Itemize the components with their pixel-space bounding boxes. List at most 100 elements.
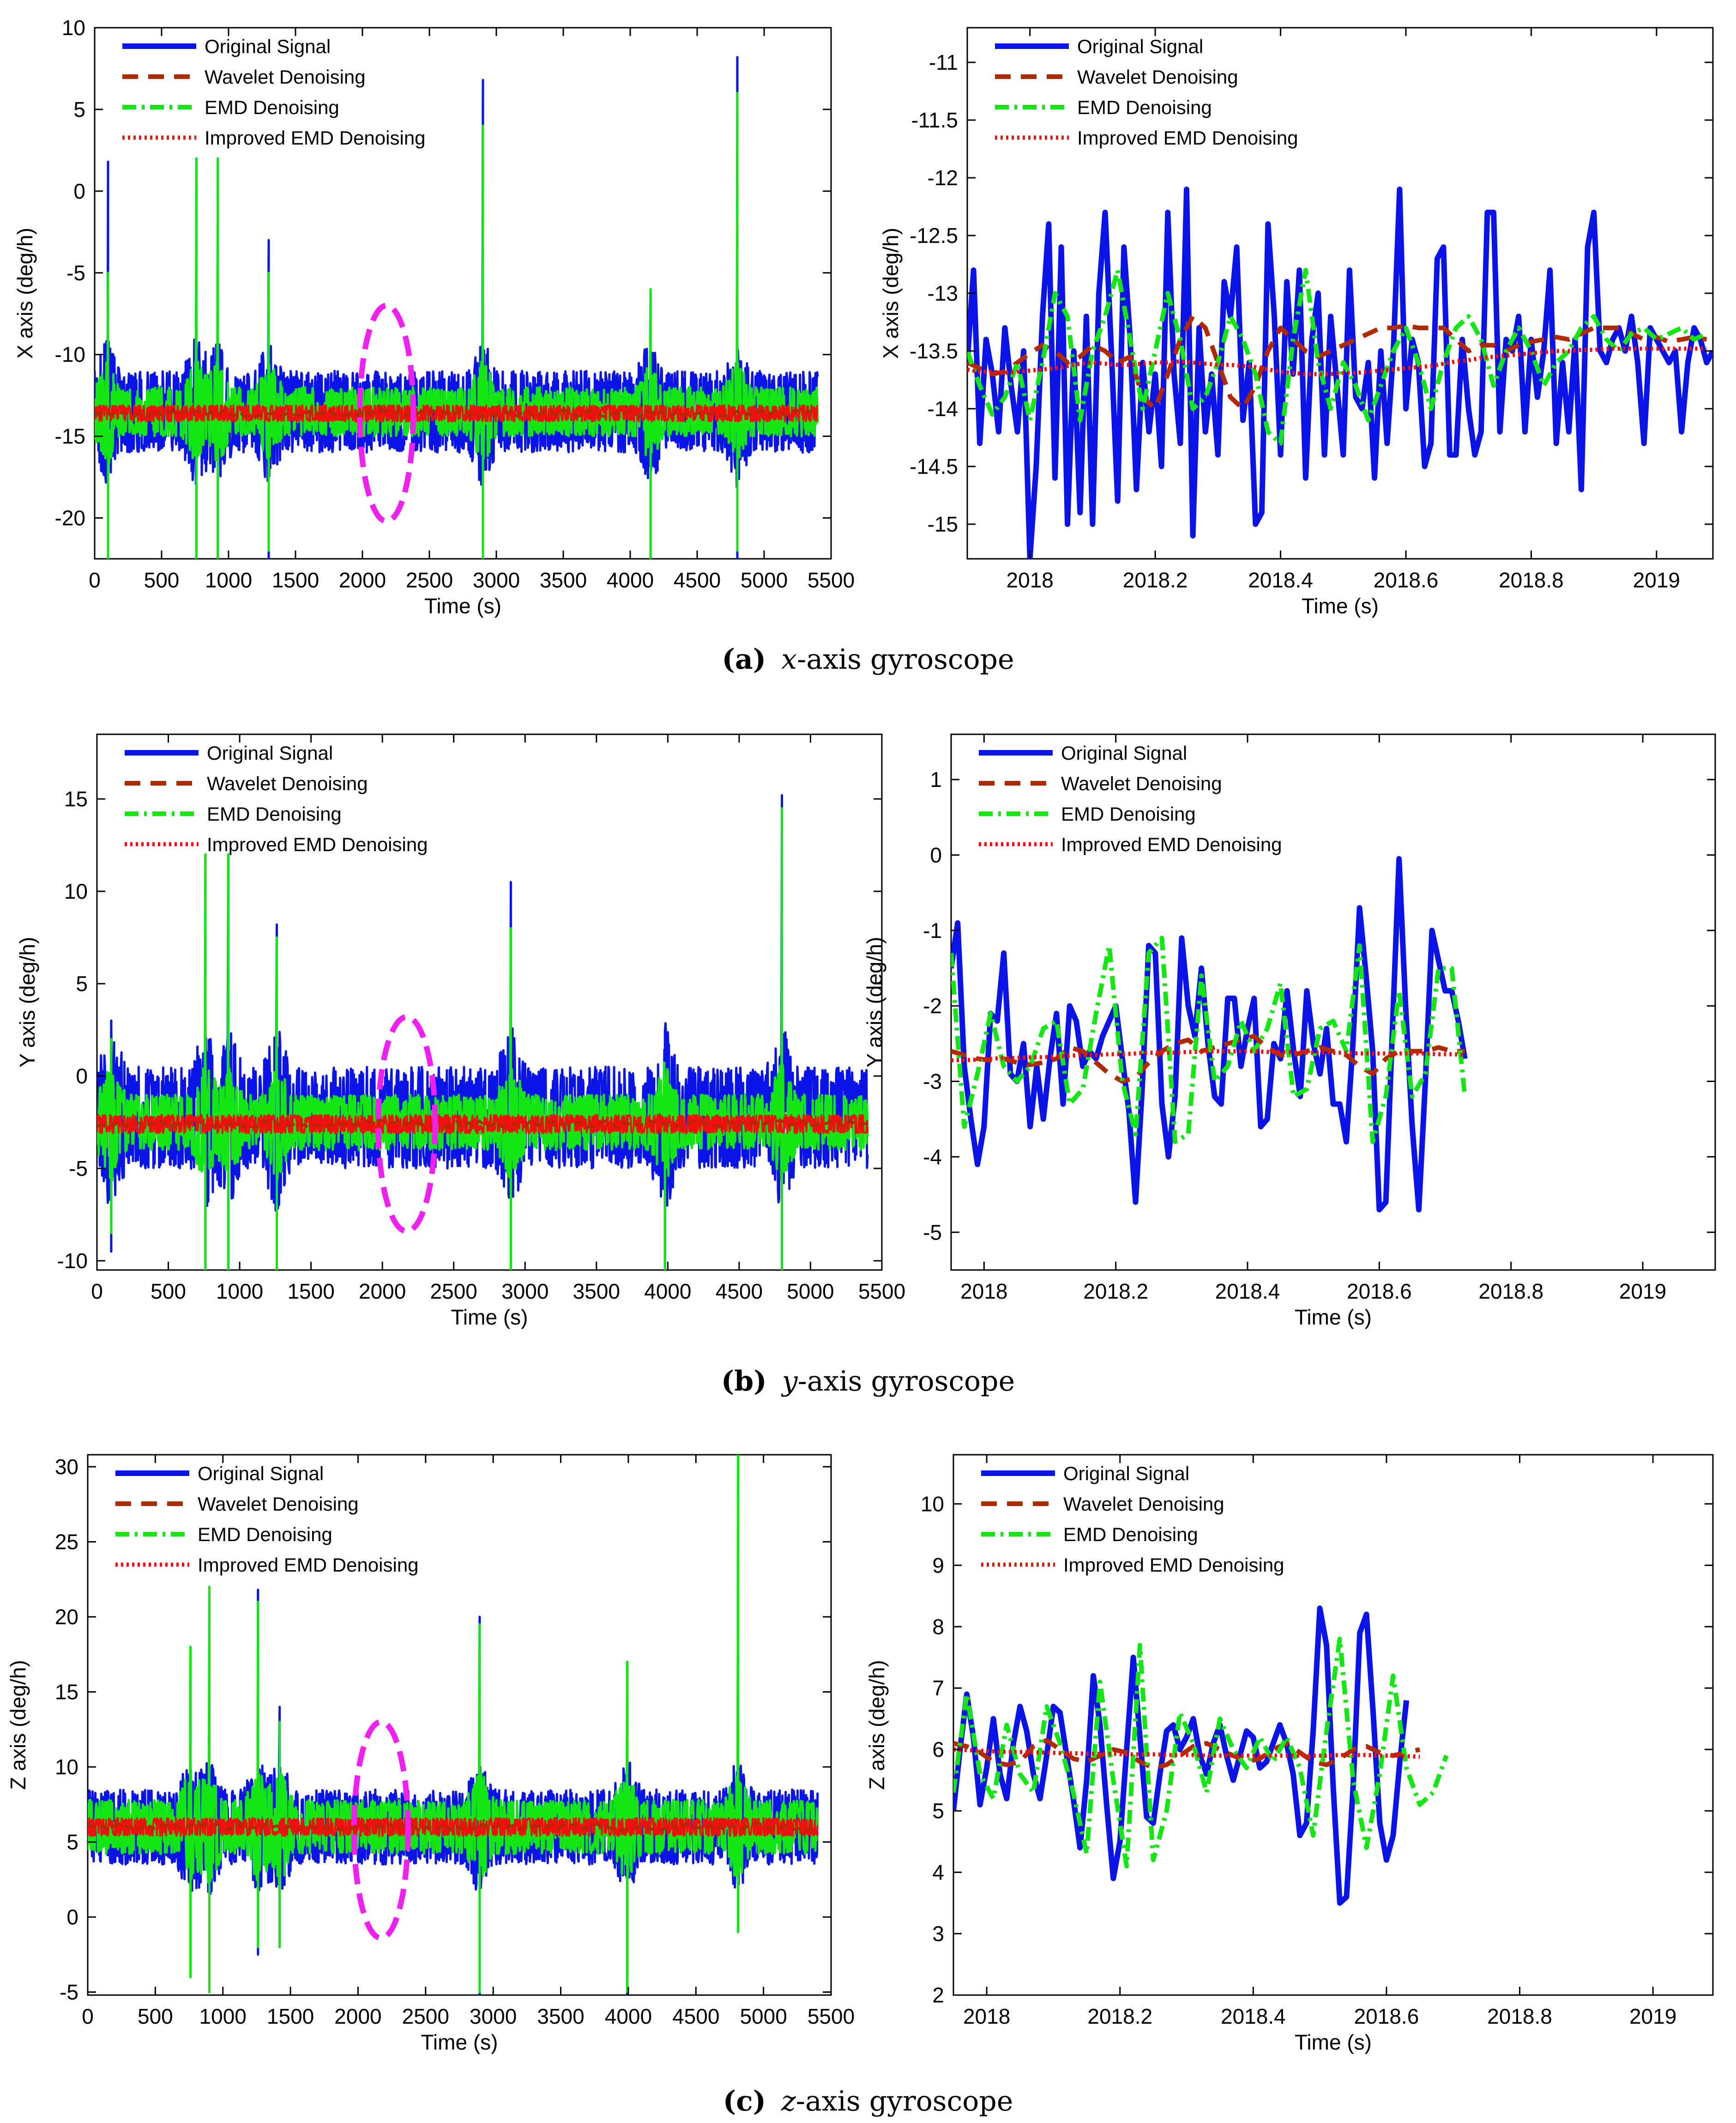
legend-label: EMD Denoising (205, 97, 339, 118)
legend-label: Wavelet Denoising (1063, 1493, 1224, 1515)
series-emd-denoising (951, 936, 1467, 1144)
caption-a-axis: x (781, 643, 797, 676)
y-axis-label: Z axis (deg/h) (6, 1660, 30, 1790)
x-tick-label: 3500 (540, 568, 587, 592)
y-tick-label: -2 (923, 994, 942, 1018)
y-tick-label: 30 (55, 1455, 78, 1479)
chart-b-left: 0 500 1000 1500 2000 2500 3000 3500 4000 4500 5000… (15, 733, 905, 1329)
y-tick-label: -13 (928, 281, 958, 305)
plots-layer: 0 500 1000 1500 2000 2500 3000 3500 4000 4500 5000… (6, 16, 1716, 2054)
x-tick-label: 2019 (1633, 568, 1680, 592)
legend-label: Wavelet Denoising (1077, 66, 1238, 88)
legend: Original Signal Wavelet Denoising EMD Deno… (995, 36, 1298, 149)
x-axis-label: Time (s) (1295, 2030, 1372, 2054)
y-tick-label: 0 (73, 179, 85, 203)
x-tick-label: 1000 (216, 1279, 263, 1303)
x-tick-label: 2018.4 (1215, 1279, 1280, 1303)
series-improved-emd-denoising (97, 1114, 869, 1134)
series-wavelet-denoising (95, 408, 818, 418)
x-tick-label: 2018.4 (1248, 568, 1313, 592)
x-tick-label: 3000 (501, 1279, 549, 1303)
x-tick-label: 2018.6 (1374, 568, 1439, 592)
y-tick-label: -11 (929, 50, 958, 74)
caption-b-letter: (b) (721, 1365, 767, 1397)
legend-label: EMD Denoising (198, 1524, 332, 1545)
y-tick-label: 5 (932, 1799, 944, 1823)
y-axis-label: X axis (deg/h) (13, 228, 37, 359)
x-tick-label: 5000 (740, 2004, 787, 2028)
series-original-signal (967, 187, 1713, 559)
x-tick-label: 3500 (537, 2004, 584, 2028)
x-tick-label: 4500 (674, 568, 721, 592)
legend-label: Improved EMD Denoising (1063, 1554, 1284, 1576)
x-tick-label: 2018 (963, 2004, 1010, 2028)
x-tick-label: 2018.2 (1083, 1279, 1148, 1303)
chart-b-right: 2018 2018.2 2018.4 2018.6 2018.8 2019 -5 -4 -3 -2… (862, 733, 1716, 1329)
legend-label: Original Signal (1077, 36, 1203, 57)
x-tick-label: 2018 (960, 1279, 1007, 1303)
plot-data (951, 856, 1468, 1213)
legend: Original Signal Wavelet Denoising EMD Deno… (981, 1463, 1284, 1576)
caption-c-axis: z (781, 2085, 796, 2117)
y-axis-label: Y axis (deg/h) (862, 937, 886, 1068)
y-tick-label: -15 (928, 512, 958, 536)
caption-a: (a) x-axis gyroscope (722, 643, 1014, 676)
series-wavelet-denoising (967, 314, 1707, 411)
x-tick-label: 5500 (808, 568, 855, 592)
legend-label: Wavelet Denoising (205, 66, 366, 88)
plot-data (967, 187, 1713, 559)
caption-c: (c) z-axis gyroscope (723, 2085, 1013, 2117)
y-tick-label: 0 (76, 1064, 88, 1088)
chart-a-right: 2018 2018.2 2018.4 2018.6 2018.8 2019 -15 -14.5… (879, 27, 1714, 618)
series-improved-emd-denoising (88, 1817, 819, 1837)
legend-label: Original Signal (207, 742, 333, 764)
x-tick-label: 1500 (287, 1279, 334, 1303)
y-tick-label: 0 (930, 843, 942, 867)
x-tick-label: 2018.8 (1499, 568, 1564, 592)
x-tick-label: 4000 (605, 2004, 652, 2028)
x-tick-label: 3000 (473, 568, 520, 592)
captions-layer: (a) x-axis gyroscope (b) y-axis gyroscop… (721, 643, 1015, 2117)
y-tick-label: 4 (932, 1860, 944, 1884)
plot-frame (952, 1454, 1714, 1996)
x-tick-label: 2019 (1629, 2004, 1676, 2028)
legend-label: Wavelet Denoising (1061, 773, 1222, 794)
x-tick-label: 1500 (267, 2004, 314, 2028)
plot-frame (950, 733, 1716, 1271)
y-tick-label: 10 (62, 16, 85, 40)
x-tick-label: 2000 (359, 1279, 406, 1303)
x-tick-label: 2018.8 (1478, 1279, 1543, 1303)
x-tick-label: 2000 (334, 2004, 381, 2028)
highlight-ellipse (357, 302, 416, 524)
x-tick-label: 1500 (272, 568, 319, 592)
y-tick-label: 6 (932, 1737, 944, 1761)
legend-label: Wavelet Denoising (207, 773, 368, 794)
y-tick-label: -11.5 (911, 108, 958, 132)
legend: Original Signal Wavelet Denoising EMD Deno… (115, 1463, 419, 1576)
y-tick-label: 25 (55, 1530, 78, 1554)
x-tick-label: 5500 (808, 2004, 855, 2028)
y-tick-label: -14 (928, 397, 958, 421)
y-tick-label: -20 (55, 506, 85, 530)
caption-b: (b) y-axis gyroscope (721, 1365, 1015, 1397)
chart-c-right: 2018 2018.2 2018.4 2018.6 2018.8 2019 2 3 4 5 6 7 8 9… (865, 1454, 1714, 2054)
chart-a-left: 0 500 1000 1500 2000 2500 3000 3500 4000 4500 5000… (13, 16, 855, 618)
x-tick-label: 0 (91, 1279, 103, 1303)
series-emd-denoising (88, 1455, 819, 1993)
series-improved-emd-denoising (951, 1049, 1465, 1063)
y-tick-label: 3 (932, 1922, 944, 1946)
plot-data (953, 1605, 1449, 1906)
x-tick-label: 2500 (402, 2004, 449, 2028)
x-axis-label: Time (s) (421, 2030, 498, 2054)
caption-b-rest: -axis gyroscope (798, 1365, 1015, 1397)
x-tick-label: 3500 (573, 1279, 620, 1303)
x-tick-label: 2018.6 (1354, 2004, 1419, 2028)
x-tick-label: 0 (89, 568, 101, 592)
x-axis-label: Time (s) (424, 594, 501, 618)
y-tick-label: -4 (923, 1145, 942, 1169)
plot-frame (87, 1454, 832, 1996)
y-tick-label: -12.5 (910, 224, 958, 248)
y-tick-label: 15 (64, 787, 88, 811)
x-tick-label: 0 (82, 2004, 94, 2028)
